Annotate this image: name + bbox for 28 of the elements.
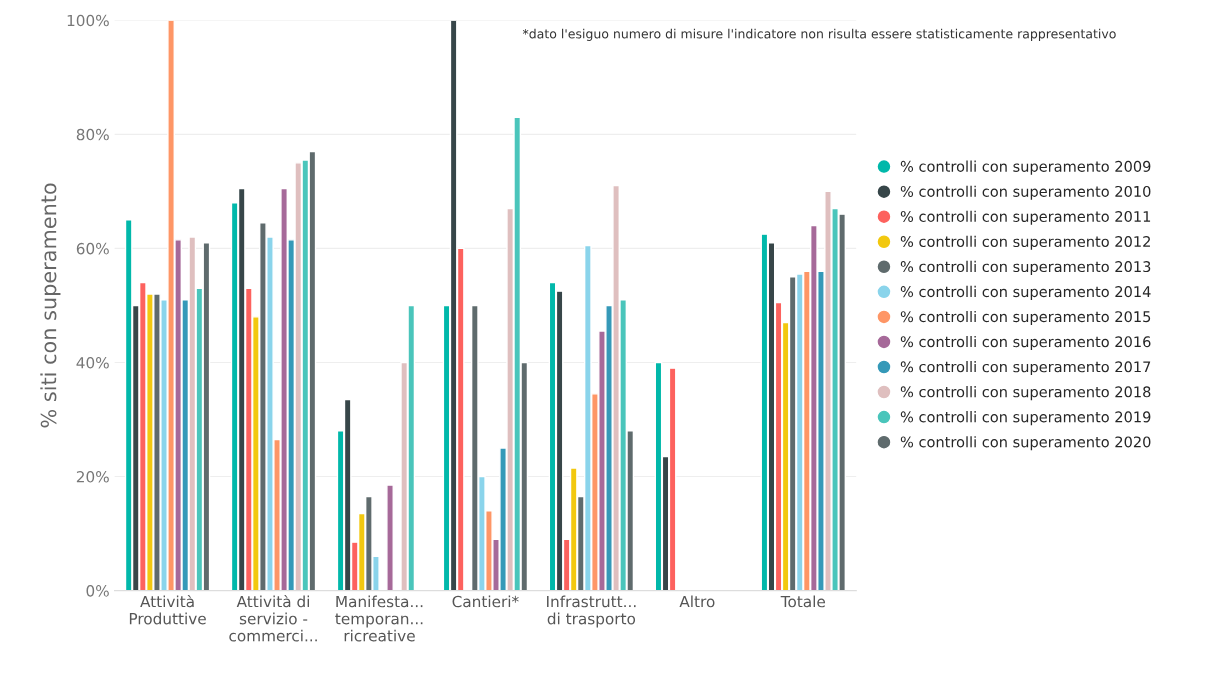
x-tick-label: Attività Produttive [129,594,206,625]
legend-label: % controlli con superamento 2016 [900,335,1151,351]
legend-label: % controlli con superamento 2014 [900,285,1151,300]
y-tick-label: 80% [76,128,109,141]
legend-label: % controlli con superamento 2011 [900,210,1151,225]
y-tick-label: 60% [76,242,109,255]
x-tick-label: Altro [679,595,715,608]
bar [386,484,394,591]
legend-label: % controlli con superamento 2013 [900,260,1151,275]
legend-label: % controlli con superamento 2015 [900,310,1151,326]
y-tick-label: 40% [76,356,109,369]
legend-label: % controlli con superamento 2010 [900,185,1151,200]
legend-label: % controlli con superamento 2019 [900,411,1151,426]
annotation: *dato l'esiguo numero di misure l'indicatore non risulta essere statisticamente rappresentativo [522,28,1116,41]
x-tick-label: Totale [780,595,826,608]
legend-label: % controlli con superamento 2017 [900,361,1151,376]
legend-label: % controlli con superamento 2009 [900,160,1151,175]
x-tick-label: Manifesta... temporan... ricreative [335,595,423,642]
legend-label: % controlli con superamento 2020 [900,436,1151,451]
x-tick-label: Attività di servizio - commerci... [229,594,317,642]
x-tick-label: Infrastrutt... di trasporto [547,595,636,628]
legend-label: % controlli con superamento 2012 [900,235,1150,250]
y-tick-label: 20% [76,471,109,483]
y-tick-label: 100% [67,14,109,27]
legend-label: % controlli con superamento 2018 [900,386,1151,401]
x-tick-label: Cantieri* [452,595,519,608]
y-tick-label: 0% [86,585,109,597]
y-axis-title: % siti con superamento [40,183,61,428]
